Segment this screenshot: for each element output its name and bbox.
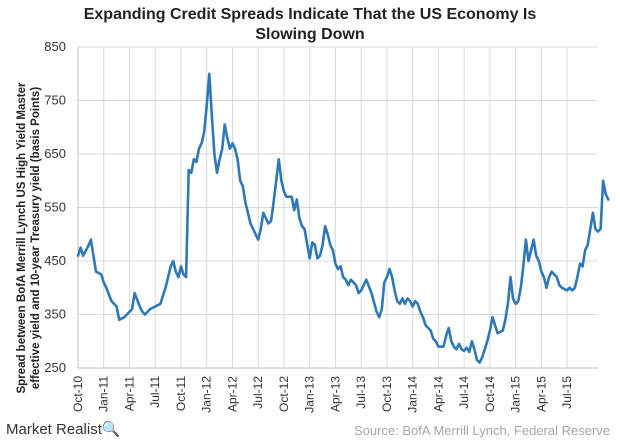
y-tick-label: 250 bbox=[44, 360, 66, 375]
x-tick-label: Apr-14 bbox=[431, 376, 445, 412]
y-tick-label: 450 bbox=[44, 253, 66, 268]
x-tick-label: Oct-12 bbox=[277, 376, 291, 412]
x-tick-label: Jul-14 bbox=[457, 376, 471, 409]
x-tick-label: Oct-10 bbox=[71, 376, 85, 412]
x-tick-label: Jan-12 bbox=[200, 376, 214, 413]
y-tick-label: 850 bbox=[44, 39, 66, 54]
brand-logo: Market Realist🔍 bbox=[6, 420, 121, 438]
y-tick-label: 550 bbox=[44, 200, 66, 215]
x-tick-label: Jan-11 bbox=[97, 376, 111, 412]
series-line bbox=[76, 72, 610, 364]
x-tick-label: Jul-13 bbox=[354, 376, 368, 409]
x-tick-label: Jan-15 bbox=[509, 376, 523, 413]
x-tick-label: Jul-11 bbox=[148, 376, 162, 408]
x-tick-label: Jan-14 bbox=[406, 376, 420, 413]
y-tick-label: 750 bbox=[44, 93, 66, 108]
chart-title-line-1: Expanding Credit Spreads Indicate That t… bbox=[83, 6, 537, 23]
x-tick-label: Jan-13 bbox=[303, 376, 317, 413]
x-tick-label: Oct-13 bbox=[380, 376, 394, 412]
x-tick-label: Oct-11 bbox=[174, 376, 188, 411]
gridlines bbox=[77, 46, 598, 369]
x-tick-label: Oct-14 bbox=[483, 376, 497, 412]
x-tick-label: Apr-13 bbox=[328, 376, 342, 412]
chart-title-line-2: Slowing Down bbox=[255, 26, 365, 43]
source-note: Source: BofA Merrill Lynch, Federal Rese… bbox=[353, 423, 610, 438]
x-tick-label: Apr-11 bbox=[122, 376, 136, 411]
brand-name: Market Realist bbox=[6, 421, 102, 438]
x-tick-label: Jul-15 bbox=[560, 376, 574, 409]
y-tick-label: 650 bbox=[44, 146, 66, 161]
y-tick-label: 350 bbox=[44, 307, 66, 322]
x-tick-label: Jul-12 bbox=[251, 376, 265, 409]
magnifier-icon: 🔍 bbox=[101, 421, 121, 438]
x-tick-label: Apr-12 bbox=[225, 376, 239, 412]
x-tick-label: Apr-15 bbox=[534, 376, 548, 412]
series-layer bbox=[76, 72, 610, 364]
axes: 250 350 450 550 650 750 850 Oct-10 Jan-11 Apr-11 J… bbox=[44, 39, 598, 413]
